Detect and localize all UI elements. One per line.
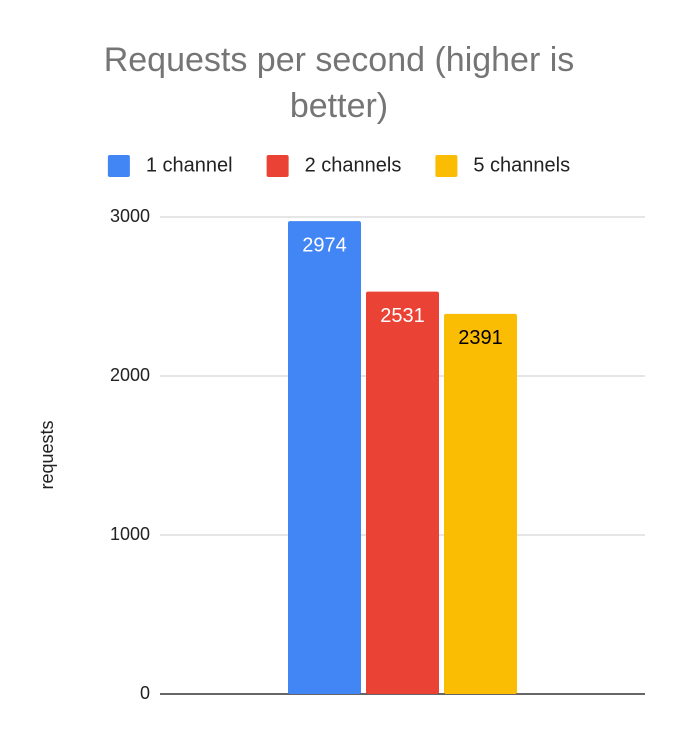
legend-label: 1 channel (146, 154, 233, 176)
y-tick-label: 0 (140, 683, 150, 703)
legend-swatch (435, 155, 458, 177)
y-tick-label: 2000 (110, 365, 150, 385)
data-label: 2391 (458, 327, 503, 349)
bar (288, 221, 361, 694)
data-label: 2531 (380, 305, 425, 327)
bar (444, 313, 517, 694)
data-label: 2974 (302, 234, 347, 256)
legend-swatch (107, 155, 130, 177)
y-tick-label: 1000 (110, 524, 150, 544)
bar (366, 291, 439, 694)
y-axis-title: requests (37, 420, 57, 489)
legend-label: 2 channels (305, 154, 402, 176)
legend-label: 5 channels (473, 154, 570, 176)
legend-swatch (266, 155, 289, 177)
chart-title: Requests per second (higher is better) (103, 41, 575, 125)
y-tick-label: 3000 (110, 206, 150, 226)
